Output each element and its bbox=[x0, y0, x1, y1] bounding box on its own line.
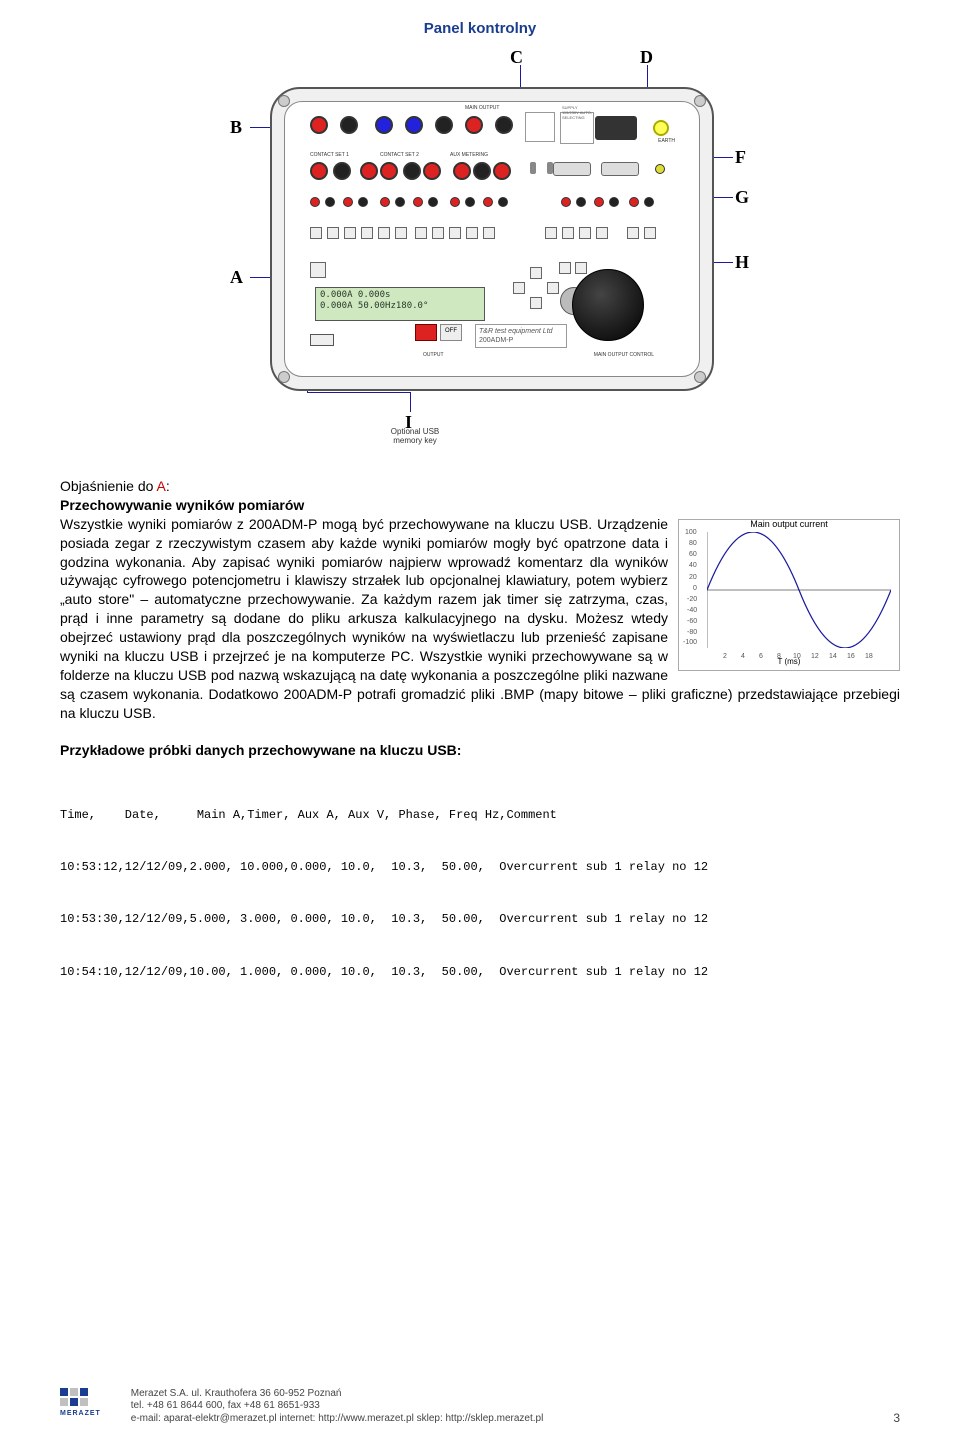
merazet-logo: MERAZET bbox=[60, 1388, 120, 1422]
page-number: 3 bbox=[893, 1411, 900, 1425]
usb-data-table: Time, Date, Main A,Timer, Aux A, Aux V, … bbox=[60, 772, 900, 1015]
lcd-display: 0.000A 0.000s 0.000A 50.00Hz180.0° bbox=[315, 287, 485, 321]
main-output-label: MAIN OUTPUT bbox=[465, 105, 499, 111]
footer-text-block: Merazet S.A. ul. Krauthofera 36 60-952 P… bbox=[131, 1388, 544, 1426]
callout-b: B bbox=[230, 117, 242, 138]
device-panel-figure: C D B A F G H I MAIN OUTPUT bbox=[180, 47, 780, 447]
footer-company: Merazet S.A. ul. Krauthofera 36 60-952 P… bbox=[131, 1388, 544, 1401]
main-output-knob bbox=[572, 269, 644, 341]
output-label: OUTPUT bbox=[423, 352, 444, 358]
output-on-button bbox=[415, 324, 437, 341]
contact1-label: CONTACT SET 1 bbox=[310, 152, 349, 158]
logo-text: MERAZET bbox=[60, 1410, 101, 1417]
callout-h: H bbox=[735, 252, 749, 273]
supply-label: SUPPLY 115/230V AUTO-SELECTING bbox=[562, 105, 593, 120]
footer-contact: e-mail: aparat-elektr@merazet.pl interne… bbox=[131, 1413, 544, 1426]
store-result-button bbox=[310, 262, 326, 278]
serial-port-1 bbox=[553, 162, 591, 176]
subheading: Przechowywanie wyników pomiarów bbox=[60, 497, 304, 513]
device-faceplate: MAIN OUTPUT SUPPLY 115/230V AUTO-SELECTI… bbox=[284, 101, 700, 377]
footer: MERAZET Merazet S.A. ul. Krauthofera 36 … bbox=[60, 1388, 900, 1426]
usb-key-caption: Optional USB memory key bbox=[385, 427, 445, 445]
table-row: 10:54:10,12/12/09,10.00, 1.000, 0.000, 1… bbox=[60, 964, 900, 981]
lcd-line-2: 0.000A 50.00Hz180.0° bbox=[320, 301, 480, 312]
callout-c: C bbox=[510, 47, 523, 68]
earth-label: EARTH bbox=[658, 138, 675, 144]
table-row: 10:53:12,12/12/09,2.000, 10.000,0.000, 1… bbox=[60, 859, 900, 876]
table-row: 10:53:30,12/12/09,5.000, 3.000, 0.000, 1… bbox=[60, 911, 900, 928]
model-label: 200ADM-P bbox=[479, 337, 513, 344]
table-header: Time, Date, Main A,Timer, Aux A, Aux V, … bbox=[60, 807, 900, 824]
callout-a: A bbox=[230, 267, 243, 288]
brand-label: T&R test equipment Ltd bbox=[479, 328, 553, 335]
aux-metering-label: AUX METERING bbox=[450, 152, 488, 158]
knob-label: MAIN OUTPUT CONTROL bbox=[594, 352, 654, 358]
callout-f: F bbox=[735, 147, 746, 168]
heading-prefix: Objaśnienie do bbox=[60, 478, 157, 494]
earth-terminal bbox=[653, 120, 669, 136]
footer-phone: tel. +48 61 8644 600, fax +48 61 8651-93… bbox=[131, 1400, 544, 1413]
heading-label-a: A bbox=[157, 478, 166, 494]
callout-g: G bbox=[735, 187, 749, 208]
page-title: Panel kontrolny bbox=[60, 20, 900, 37]
output-off-button: OFF bbox=[440, 324, 462, 341]
contact2-label: CONTACT SET 2 bbox=[380, 152, 419, 158]
heading-suffix: : bbox=[166, 478, 170, 494]
chart-title: Main output current bbox=[679, 518, 899, 530]
chart-xlabel: T (ms) bbox=[679, 657, 899, 668]
device-body: MAIN OUTPUT SUPPLY 115/230V AUTO-SELECTI… bbox=[270, 87, 714, 391]
lcd-line-1: 0.000A 0.000s bbox=[320, 290, 480, 301]
section-a-body: Objaśnienie do A: Przechowywanie wyników… bbox=[60, 477, 900, 760]
iec-inlet bbox=[595, 116, 637, 140]
usb-port bbox=[310, 334, 334, 346]
sample-heading: Przykładowe próbki danych przechowywane … bbox=[60, 742, 461, 758]
output-current-chart: Main output current 100 80 60 40 20 0 -2… bbox=[678, 519, 900, 671]
serial-port-2 bbox=[601, 162, 639, 176]
